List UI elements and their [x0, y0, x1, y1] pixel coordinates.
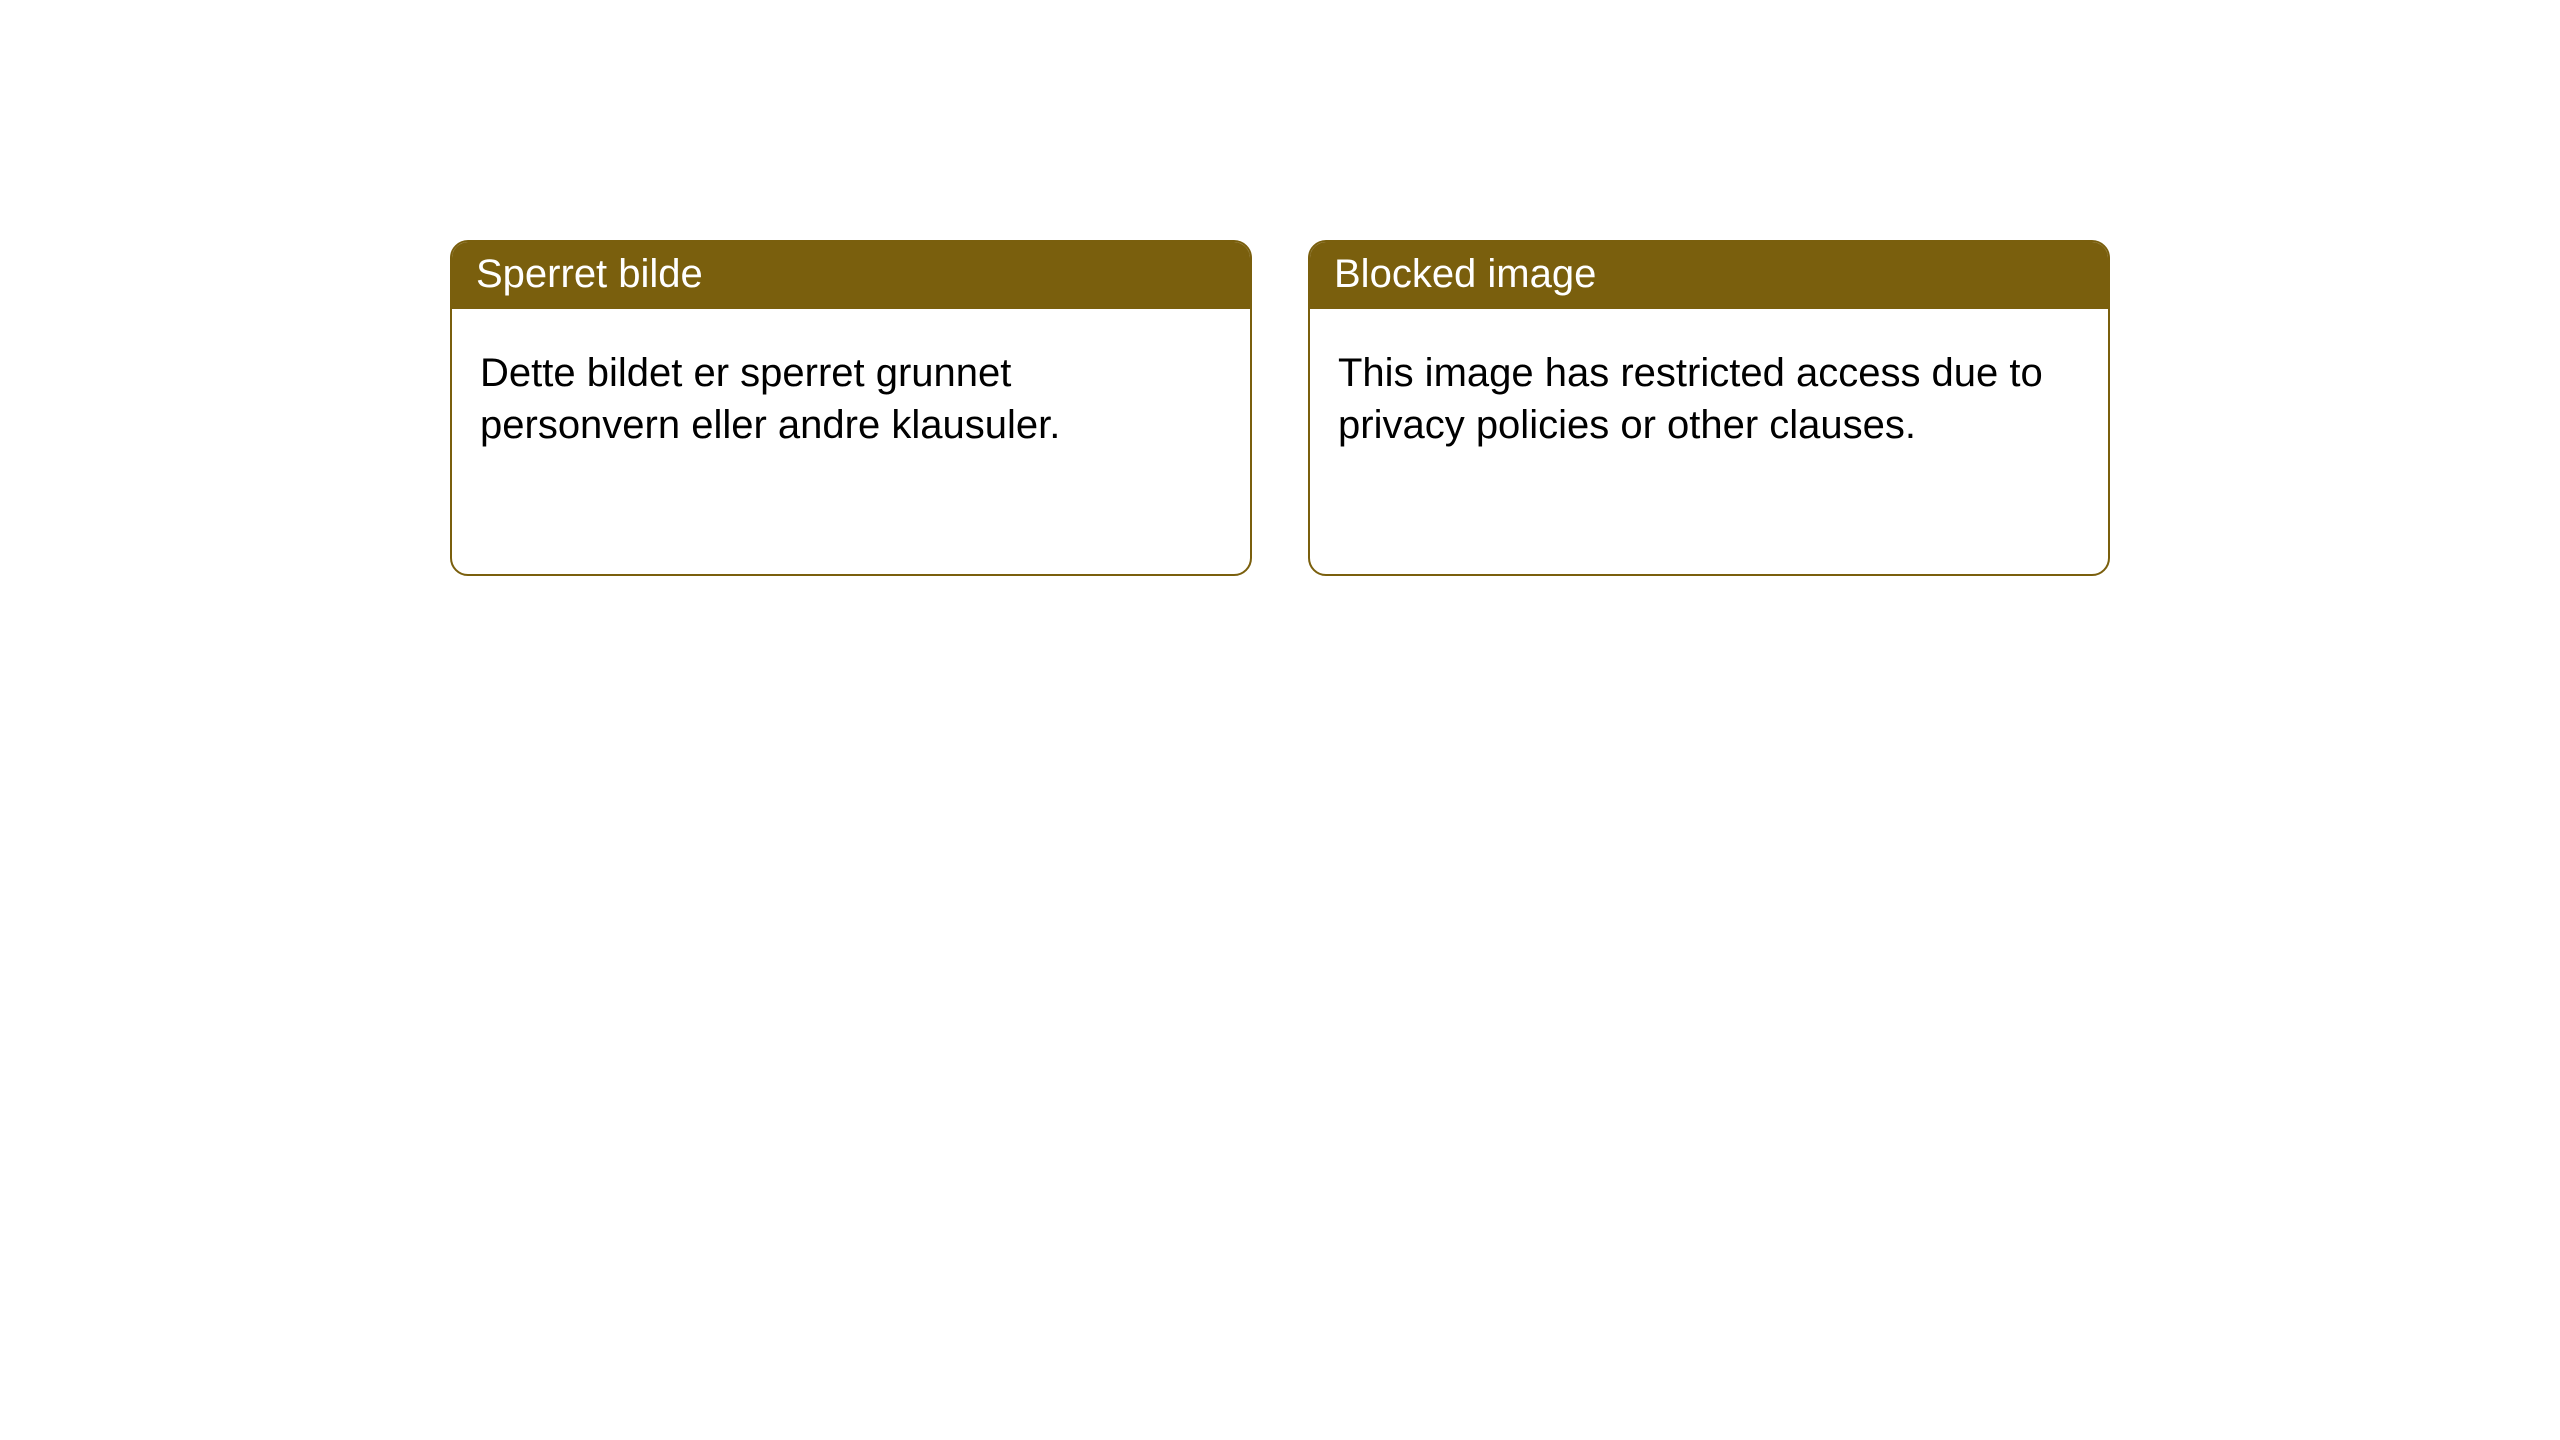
notice-body: This image has restricted access due to … — [1310, 309, 2108, 479]
notice-card-norwegian: Sperret bilde Dette bildet er sperret gr… — [450, 240, 1252, 576]
notice-body: Dette bildet er sperret grunnet personve… — [452, 309, 1250, 479]
notice-container: Sperret bilde Dette bildet er sperret gr… — [0, 0, 2560, 576]
notice-title: Sperret bilde — [452, 242, 1250, 309]
notice-title: Blocked image — [1310, 242, 2108, 309]
notice-card-english: Blocked image This image has restricted … — [1308, 240, 2110, 576]
